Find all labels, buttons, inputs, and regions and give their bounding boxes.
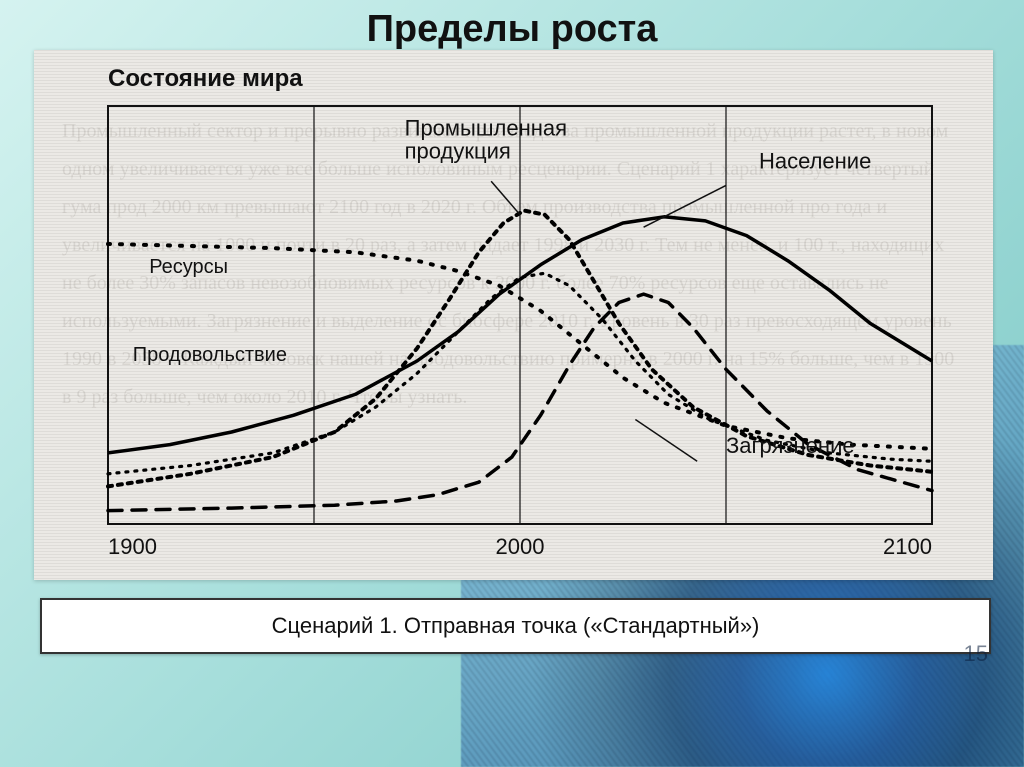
slide-title: Пределы роста: [0, 8, 1024, 51]
leader-industrial: [491, 181, 520, 214]
leader-population: [644, 185, 726, 227]
x-tick-label: 2100: [883, 534, 932, 559]
caption-text: Сценарий 1. Отправная точка («Стандартны…: [272, 613, 760, 639]
series-label-resources: Ресурсы: [149, 256, 228, 278]
page-number: 15: [964, 641, 988, 667]
chart-svg-wrap: Состояние мира 1900 2000 2100 Ресурсы Продово…: [34, 50, 993, 580]
series-label-industrial: Промышленнаяпродукция: [405, 115, 567, 163]
series-label-pollution: Загрязнение: [726, 433, 855, 458]
series-label-population: Население: [759, 149, 871, 174]
chart-panel: Промышленный сектор и прерывно развивают…: [34, 50, 993, 580]
caption-box: Сценарий 1. Отправная точка («Стандартны…: [40, 598, 991, 654]
x-tick-label: 2000: [496, 534, 545, 559]
slide-root: Пределы роста Промышленный сектор и прер…: [0, 0, 1024, 767]
chart-subtitle: Состояние мира: [108, 65, 303, 92]
leader-pollution: [635, 420, 697, 462]
x-tick-label: 1900: [108, 534, 157, 559]
series-label-food: Продовольствие: [133, 344, 287, 366]
limits-chart: Состояние мира 1900 2000 2100 Ресурсы Продово…: [34, 50, 993, 580]
